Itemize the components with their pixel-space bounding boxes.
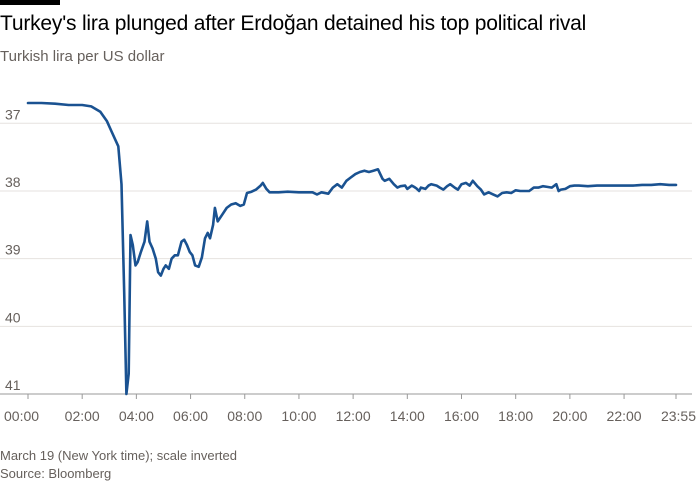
- x-tick-label: 18:00: [498, 408, 533, 424]
- x-tick-label: 16:00: [444, 408, 479, 424]
- y-tick-label: 37: [5, 106, 21, 122]
- y-tick-labels: 37 38 39 40 41: [5, 106, 21, 393]
- x-tick-label: 08:00: [227, 408, 262, 424]
- series-line-usd-try: [26, 101, 678, 396]
- y-tick-label: 40: [5, 309, 21, 325]
- chart-subtitle: Turkish lira per US dollar: [0, 48, 165, 65]
- x-tick-label: 04:00: [119, 408, 154, 424]
- x-tick-label: 12:00: [336, 408, 371, 424]
- x-tick-labels: 00:00 02:00 04:00 06:00 08:00 10:00 12:00 14:00…: [4, 394, 696, 424]
- footnote: March 19 (New York time); scale inverted: [0, 448, 237, 463]
- x-tick-label: 14:00: [390, 408, 425, 424]
- x-tick-label: 02:00: [65, 408, 100, 424]
- y-tick-label: 38: [5, 174, 21, 190]
- x-tick-label: 20:00: [552, 408, 587, 424]
- grid-layer: [0, 122, 692, 395]
- x-tick-label: 22:00: [607, 408, 642, 424]
- brand-bar: [0, 0, 60, 5]
- x-tick-label: 10:00: [281, 408, 316, 424]
- x-tick-label: 00:00: [4, 408, 39, 424]
- x-tick-label: 06:00: [173, 408, 208, 424]
- series-layer: [26, 101, 678, 396]
- chart-title: Turkey's lira plunged after Erdoğan deta…: [0, 12, 587, 35]
- y-tick-label: 39: [5, 242, 21, 258]
- source-note: Source: Bloomberg: [0, 466, 112, 481]
- x-tick-label: 23:55: [661, 408, 696, 424]
- y-tick-label: 41: [5, 377, 21, 393]
